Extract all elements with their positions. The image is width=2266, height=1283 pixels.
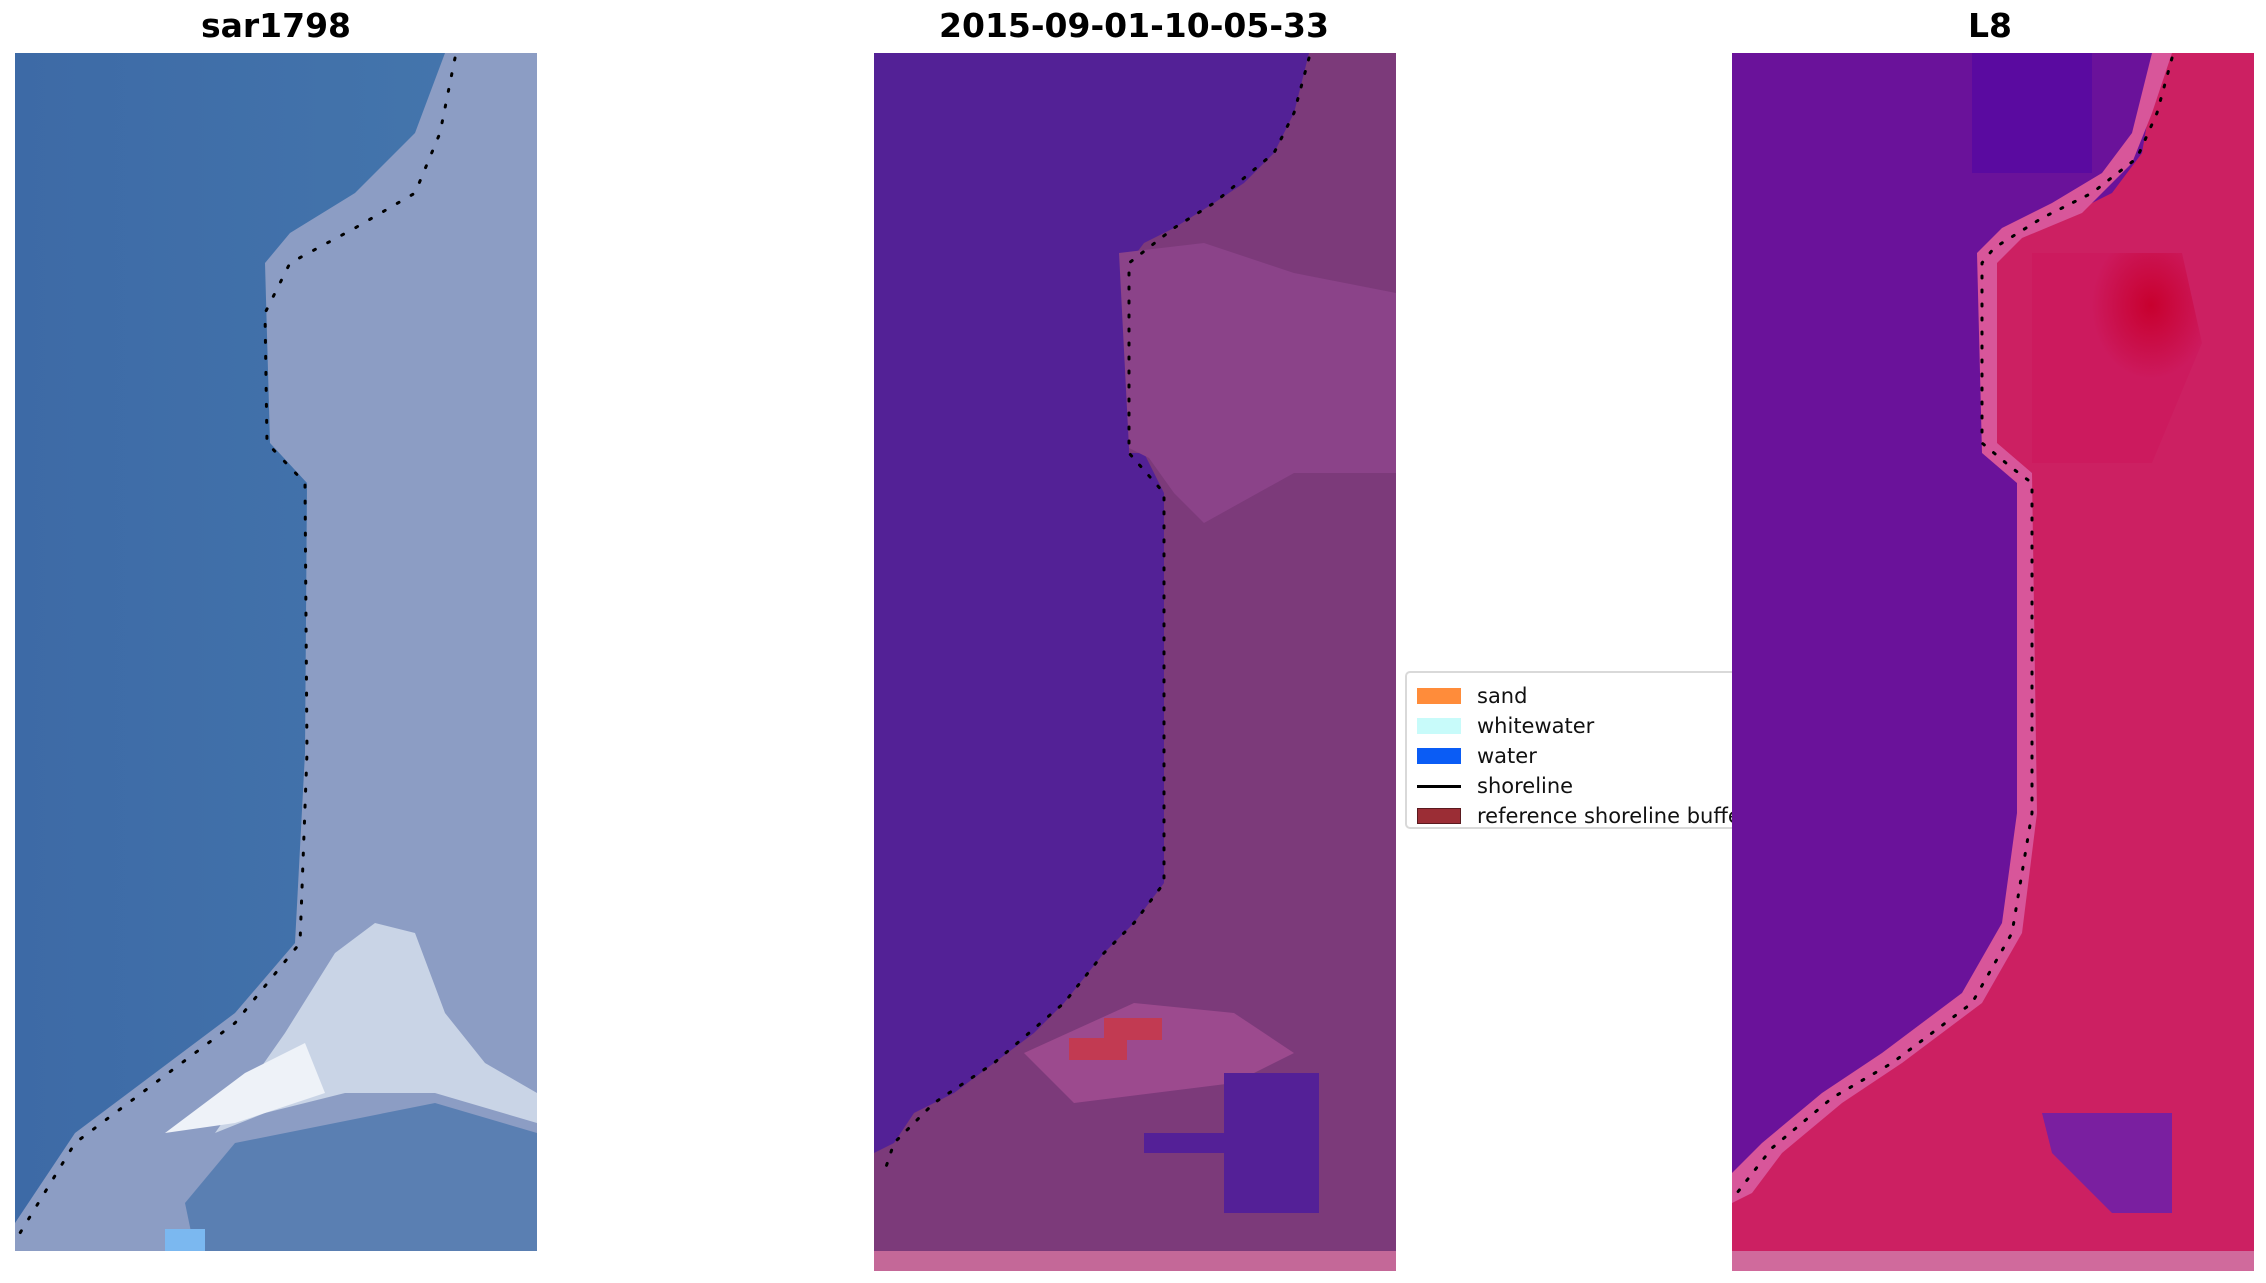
image-panel-rgb <box>15 53 537 1251</box>
legend-item-water: water <box>1417 741 1537 771</box>
panel-title-date: 2015-09-01-10-05-33 <box>939 6 1329 45</box>
legend-item-sand: sand <box>1417 681 1527 711</box>
panel-title-sar: sar1798 <box>200 6 352 45</box>
image-panel-l8 <box>1732 53 2254 1271</box>
legend-item-shoreline: shoreline <box>1417 771 1573 801</box>
legend-item-reference-buffer: reference shoreline buffer <box>1417 801 1749 831</box>
image-panel-classification <box>874 53 1396 1271</box>
panel-title-l8: L8 <box>1968 6 2012 45</box>
legend-item-whitewater: whitewater <box>1417 711 1594 741</box>
